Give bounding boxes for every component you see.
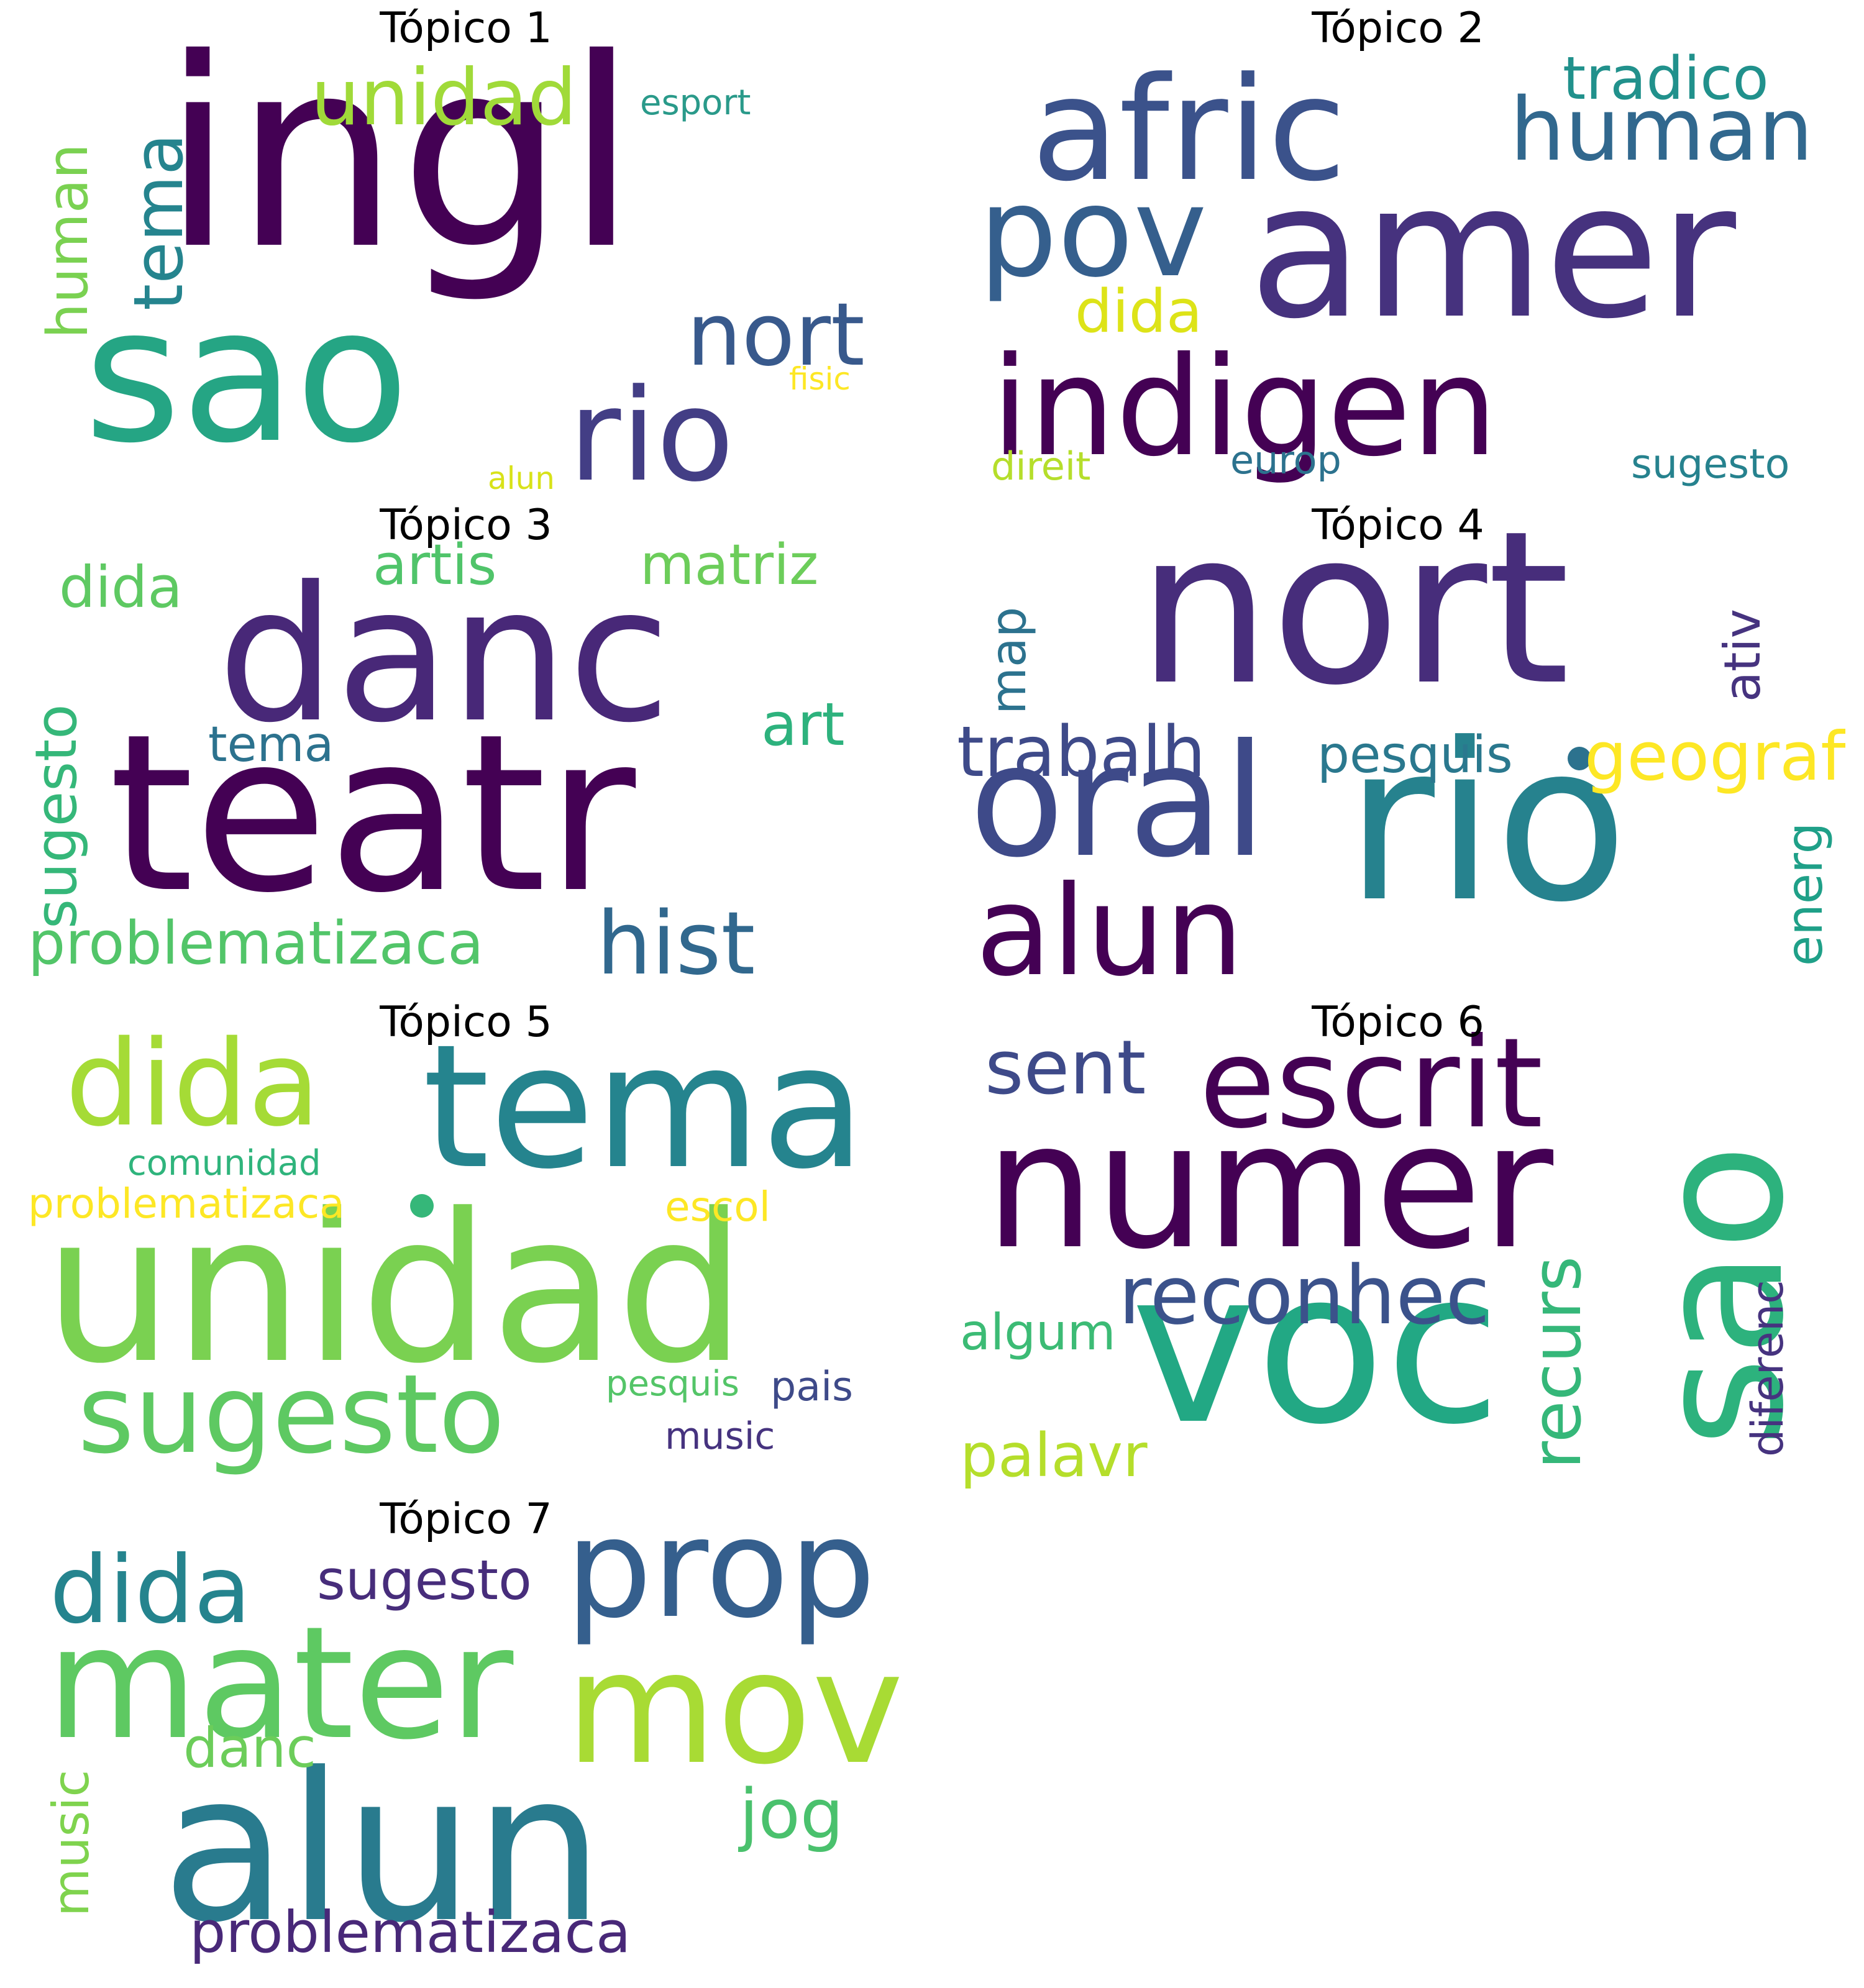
word-alun: alun bbox=[488, 460, 555, 496]
word-afric: afric bbox=[1031, 47, 1346, 213]
wordcloud-topic-4: nort rio oral alun trabalh pesquis geogr… bbox=[951, 497, 1845, 994]
word-prop: prop bbox=[565, 1491, 876, 1648]
word-danc: danc bbox=[217, 547, 671, 764]
word-human: human bbox=[1510, 80, 1814, 181]
word-mov: mov bbox=[565, 1618, 904, 1799]
wordcloud-panel-topic-3: teatr danc hist problematizaca sugesto d… bbox=[19, 497, 913, 994]
word-jog: jog bbox=[739, 1774, 844, 1854]
topic-title-7: Tópico 7 bbox=[380, 1495, 552, 1544]
topic-title-5: Tópico 5 bbox=[380, 998, 552, 1047]
topic-title-6: Tópico 6 bbox=[1312, 998, 1484, 1047]
word-pov: pov bbox=[979, 160, 1207, 305]
word-unidad: unidad bbox=[311, 53, 577, 143]
word-unidad: unidad bbox=[43, 1170, 747, 1408]
word-alun: alun bbox=[975, 859, 1244, 994]
word-numer: numer bbox=[985, 1085, 1554, 1288]
word-fisic: fisic bbox=[789, 361, 851, 397]
word-mater: mater bbox=[47, 1593, 514, 1774]
word-palavr: palavr bbox=[960, 1421, 1148, 1490]
wordcloud-topic-5: unidad tema dida sugesto comunidad probl… bbox=[19, 994, 913, 1491]
word-oral: oral bbox=[969, 711, 1267, 891]
word-music: music bbox=[665, 1415, 775, 1458]
wordcloud-panel-topic-1: ingl sao rio nort unidad tema human espo… bbox=[19, 0, 913, 497]
word-dida: dida bbox=[65, 1015, 321, 1152]
wordcloud-topic-3: teatr danc hist problematizaca sugesto d… bbox=[19, 497, 913, 994]
topic-title-4: Tópico 4 bbox=[1312, 501, 1484, 550]
word-dida: dida bbox=[1075, 278, 1203, 346]
wordcloud-topic-2: afric amer pov indigen human tradico did… bbox=[951, 0, 1845, 497]
word-geografi: geografi bbox=[1584, 718, 1845, 796]
topic-title-3: Tópico 3 bbox=[380, 501, 552, 550]
word-tema: tema bbox=[208, 717, 334, 773]
wordcloud-topic-1: ingl sao rio nort unidad tema human espo… bbox=[19, 0, 913, 497]
word-pesquis: pesquis bbox=[606, 1364, 739, 1404]
wordcloud-panel-topic-4: nort rio oral alun trabalh pesquis geogr… bbox=[951, 497, 1845, 994]
word-esport: esport bbox=[640, 83, 751, 123]
word-direit: direit bbox=[991, 444, 1091, 489]
word-sugesto: sugesto bbox=[317, 1548, 532, 1612]
word-recurs: recurs bbox=[1517, 1256, 1596, 1469]
word-sugesto: sugesto bbox=[78, 1352, 505, 1478]
word-map: map bbox=[981, 606, 1037, 714]
word-nort: nort bbox=[1137, 497, 1570, 732]
word-sao: sao bbox=[84, 267, 409, 484]
word-sugesto: sugesto bbox=[23, 704, 89, 929]
wordcloud-topic-6: numer voc sao escrit sent reconhec recur… bbox=[951, 994, 1845, 1491]
wordcloud-panel-topic-2: afric amer pov indigen human tradico did… bbox=[951, 0, 1845, 497]
word-dida: dida bbox=[50, 1536, 252, 1644]
word-hist: hist bbox=[596, 893, 756, 994]
word-pesquis: pesquis bbox=[1317, 726, 1513, 785]
word-art: art bbox=[761, 691, 845, 759]
word-problematizaca: problematizaca bbox=[28, 910, 484, 978]
word-escol: escol bbox=[665, 1183, 770, 1231]
word-europ: europ bbox=[1230, 437, 1341, 483]
word-trabalh: trabalh bbox=[957, 712, 1206, 793]
word-escrit: escrit bbox=[1199, 1011, 1543, 1156]
word-music: music bbox=[42, 1769, 100, 1917]
word-danc: danc bbox=[183, 1716, 316, 1780]
word-matriz: matriz bbox=[640, 532, 819, 598]
word-nort: nort bbox=[687, 285, 865, 386]
word-human: human bbox=[35, 144, 101, 339]
word-tema: tema bbox=[119, 133, 198, 311]
word-sent: sent bbox=[985, 1025, 1146, 1111]
word-amer: amer bbox=[1249, 143, 1736, 360]
word-diferenc: diferenc bbox=[1742, 1280, 1793, 1457]
wordcloud-panel-topic-5: unidad tema dida sugesto comunidad probl… bbox=[19, 994, 913, 1491]
word-reconhec: reconhec bbox=[1118, 1248, 1490, 1343]
topic-title-2: Tópico 2 bbox=[1312, 4, 1484, 53]
wordcloud-panel-topic-7: alun mater mov prop dida sugesto danc jo… bbox=[19, 1491, 913, 1988]
word-dot bbox=[1568, 747, 1591, 770]
wordcloud-panel-topic-6: numer voc sao escrit sent reconhec recur… bbox=[951, 994, 1845, 1491]
word-artis: artis bbox=[373, 532, 497, 598]
word-pais: pais bbox=[770, 1364, 854, 1410]
word-algum: algum bbox=[960, 1303, 1116, 1361]
word-energ: energ bbox=[1776, 822, 1834, 966]
word-problematizaca: problematizaca bbox=[190, 1899, 631, 1966]
word-teatr: teatr bbox=[109, 687, 636, 941]
word-dot bbox=[410, 1194, 434, 1218]
word-alun: alun bbox=[162, 1729, 605, 1967]
topic-title-1: Tópico 1 bbox=[380, 4, 552, 53]
word-voc: voc bbox=[1131, 1225, 1502, 1471]
word-rio: rio bbox=[569, 362, 734, 498]
word-ingl: ingl bbox=[162, 3, 638, 307]
word-tema: tema bbox=[423, 1008, 866, 1206]
word-problematizaca: problematizaca bbox=[28, 1180, 345, 1228]
word-ativ: ativ bbox=[1714, 609, 1771, 702]
word-comunidad: comunidad bbox=[127, 1143, 321, 1183]
word-dida: dida bbox=[59, 554, 183, 621]
word-tradico: tradico bbox=[1563, 45, 1769, 113]
word-indigen: indigen bbox=[991, 327, 1498, 486]
word-sugesto: sugesto bbox=[1631, 441, 1790, 488]
wordcloud-topic-7: alun mater mov prop dida sugesto danc jo… bbox=[19, 1491, 913, 1988]
